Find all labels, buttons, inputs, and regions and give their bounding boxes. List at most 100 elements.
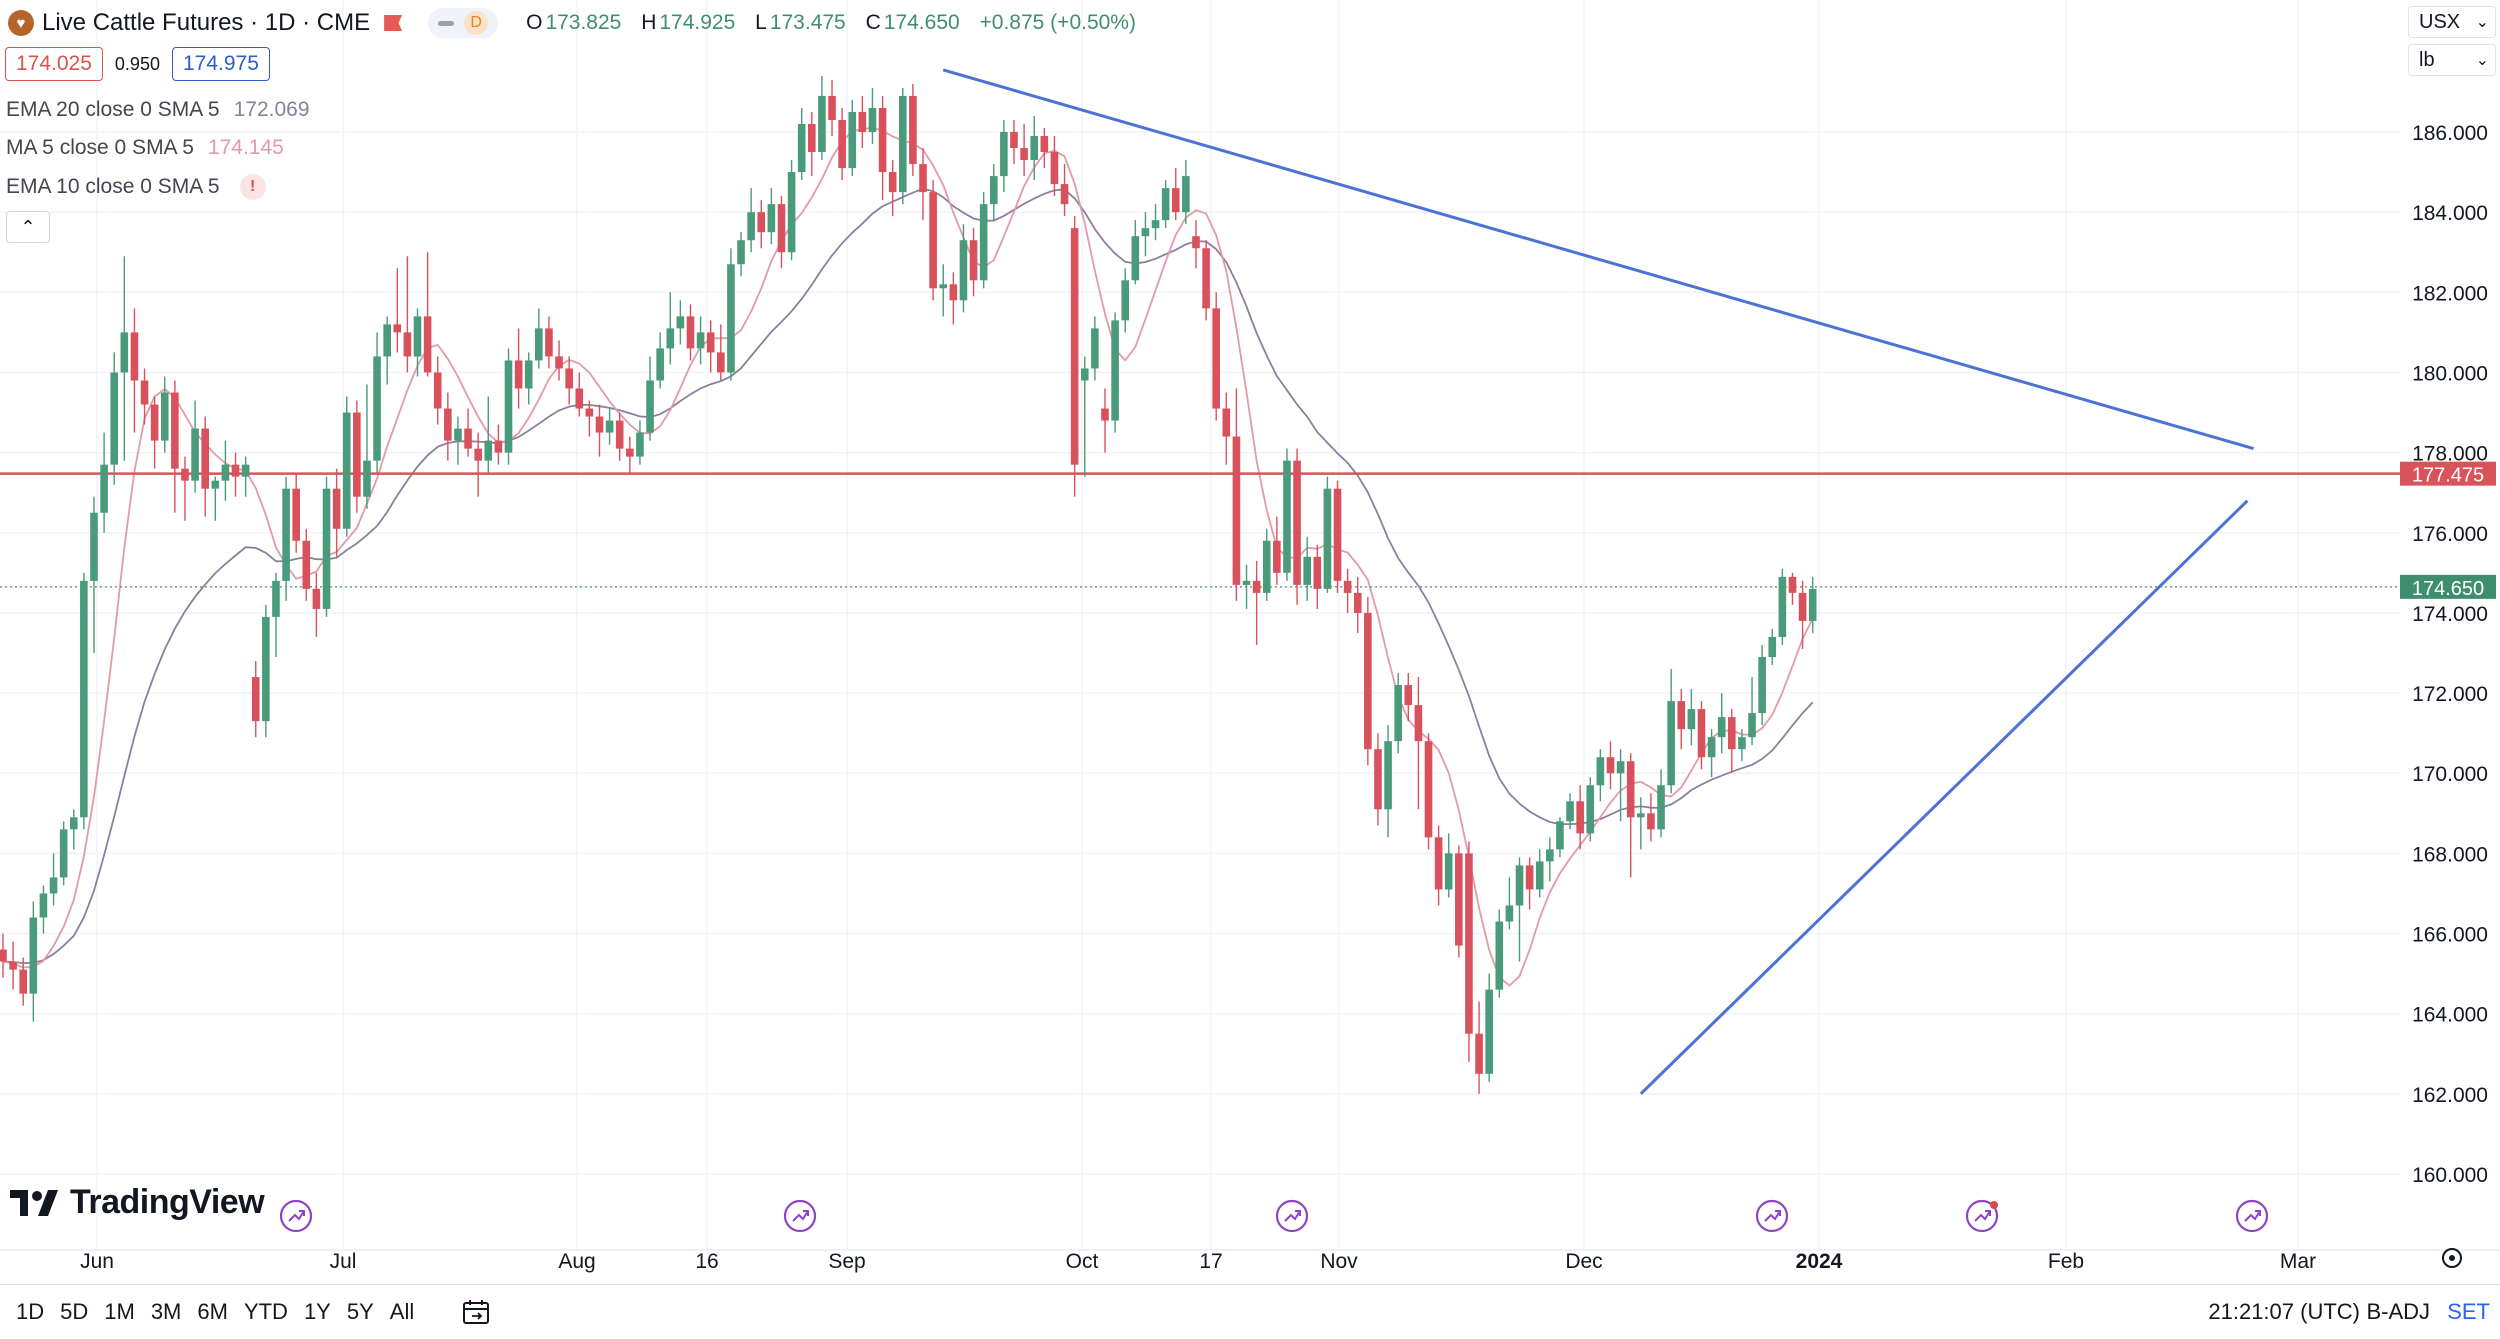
candle [9, 941, 17, 990]
candle [939, 264, 948, 317]
candle [1293, 448, 1301, 605]
horizontal-price-line: 177.475 174.650 [0, 461, 2496, 600]
ohlc-low-value: 173.475 [769, 11, 846, 34]
trendlines [942, 68, 2254, 1095]
candle [605, 408, 614, 445]
candle [1313, 544, 1322, 609]
candle [120, 256, 129, 461]
candle [1758, 644, 1766, 726]
candle [1171, 168, 1180, 221]
candle [555, 340, 563, 381]
candle [1505, 877, 1514, 930]
range-1m[interactable]: 1M [104, 1299, 135, 1324]
range-ytd[interactable]: YTD [243, 1299, 288, 1324]
candle [767, 188, 776, 245]
flag-icon[interactable] [384, 15, 403, 31]
candle [696, 316, 705, 365]
collapse-legend-button[interactable]: ⌃ [6, 211, 50, 243]
market-status-pill[interactable]: D [428, 8, 499, 38]
candle [1414, 677, 1423, 810]
candle [110, 352, 119, 485]
candle [1060, 164, 1069, 217]
indicator-value: 174.145 [207, 136, 284, 159]
dividend-event-icon[interactable] [279, 1199, 313, 1233]
back-adjust-toggle[interactable]: B-ADJ [2366, 1299, 2430, 1324]
settings-gear-icon[interactable] [2442, 1248, 2462, 1268]
range-all[interactable]: All [389, 1299, 415, 1324]
buy-price-button[interactable]: 174.975 [171, 47, 270, 81]
cattle-symbol-icon[interactable]: ♥ [8, 10, 34, 36]
candle [181, 456, 189, 521]
sell-price-button[interactable]: 174.025 [5, 47, 103, 81]
candle [1161, 180, 1170, 229]
candle [514, 328, 523, 409]
time-axis: Jun Jul Aug 16 Sep Oct 17 Nov Dec 2024 Feb Mar [0, 1248, 2500, 1273]
candle [363, 384, 371, 509]
candle [282, 476, 290, 601]
candle [0, 933, 7, 978]
candle [1424, 733, 1433, 850]
dividend-event-icon[interactable] [2235, 1199, 2269, 1233]
dividend-event-icon[interactable] [1755, 1199, 1789, 1233]
dividend-event-icon[interactable] [1965, 1199, 1999, 1233]
candle [989, 164, 998, 221]
candle [919, 148, 927, 221]
dividend-event-icon[interactable] [1275, 1199, 1309, 1233]
utc-clock[interactable]: 21:21:07 (UTC) [2208, 1299, 2360, 1324]
time-tick-label: Jun [80, 1250, 114, 1273]
indicator-ema20-legend[interactable]: EMA 20 close 0 SMA 5 172.069 [6, 98, 310, 122]
candle [1404, 673, 1413, 722]
ohlc-open-key: O [526, 11, 543, 34]
candle [949, 272, 958, 325]
candle [1070, 216, 1079, 497]
unit-value: lb [2419, 48, 2435, 71]
range-5y[interactable]: 5Y [346, 1299, 374, 1324]
candle [1687, 689, 1696, 746]
indicator-ma5-legend[interactable]: MA 5 close 0 SMA 5 174.145 [6, 136, 284, 160]
candle [1182, 160, 1190, 225]
candle [636, 420, 644, 465]
time-tick-label: Aug [558, 1250, 595, 1273]
minus-icon [438, 20, 455, 26]
range-6m[interactable]: 6M [197, 1299, 228, 1324]
candle [848, 99, 857, 177]
candle [1707, 729, 1716, 778]
candle [1242, 564, 1251, 609]
symbol-title[interactable]: Live Cattle Futures · 1D · CME [42, 9, 371, 36]
logo-text: TradingView [70, 1183, 265, 1221]
candle [1080, 356, 1089, 477]
range-5d[interactable]: 5D [60, 1299, 89, 1324]
candle [828, 79, 836, 137]
candle [221, 440, 230, 501]
time-tick-label: 16 [695, 1250, 718, 1273]
candle [1101, 388, 1109, 453]
bottom-toolbar: 1D 5D 1M 3M 6M YTD 1Y 5Y All 21:21:07 (U… [0, 1284, 2500, 1339]
time-tick-label: Sep [828, 1250, 865, 1273]
candle [474, 432, 482, 497]
time-tick-label: Oct [1066, 1250, 1099, 1273]
candle [858, 95, 867, 149]
warning-icon[interactable]: ! [239, 174, 266, 200]
indicator-label: EMA 10 close 0 SMA 5 [6, 175, 220, 198]
dividend-event-icon[interactable] [783, 1199, 817, 1233]
range-1d[interactable]: 1D [16, 1299, 45, 1324]
range-3m[interactable]: 3M [150, 1299, 182, 1324]
chevron-down-icon: ⌄ [2475, 52, 2489, 69]
settlement-toggle[interactable]: SET [2447, 1299, 2490, 1324]
candle [241, 456, 250, 497]
time-tick-label: 17 [1199, 1250, 1222, 1273]
candle [1778, 568, 1787, 645]
ohlc-low-key: L [755, 11, 767, 34]
range-1y[interactable]: 1Y [303, 1299, 331, 1324]
date-range-calendar-icon[interactable] [462, 1299, 492, 1325]
tradingview-logo[interactable]: TradingView [10, 1183, 265, 1222]
price-tick-label: 174.000 [2412, 603, 2488, 626]
unit-select[interactable]: lb ⌄ [2408, 44, 2496, 76]
indicator-ema10-legend[interactable]: EMA 10 close 0 SMA 5 ! [6, 174, 266, 200]
candle [302, 528, 311, 601]
candle [1535, 849, 1544, 898]
currency-select[interactable]: USX ⌄ [2408, 6, 2496, 38]
candle [797, 107, 806, 181]
candle [979, 192, 988, 289]
